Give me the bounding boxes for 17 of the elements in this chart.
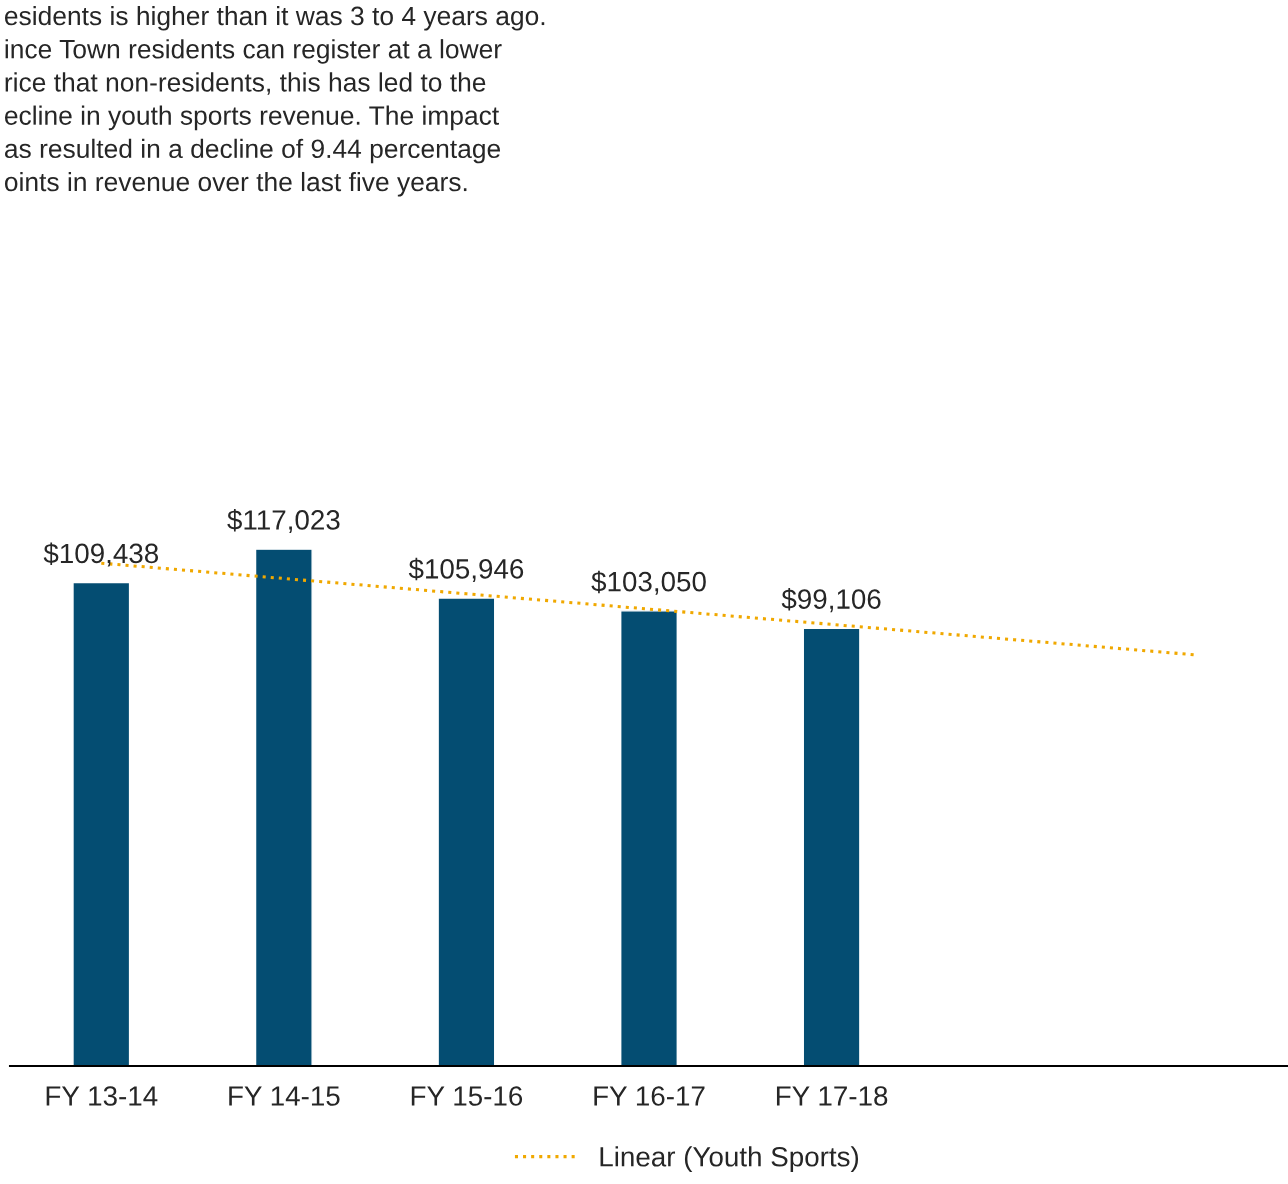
x-tick-label: FY 14-15	[229, 1086, 340, 1106]
x-tick-label: FY 17-18	[776, 1086, 888, 1106]
legend-label: Linear (Youth Sports)	[600, 1146, 859, 1173]
data-label: $109,438	[43, 542, 159, 567]
bar	[620, 610, 678, 1066]
data-label: $99,106	[781, 588, 881, 613]
bar	[437, 597, 496, 1066]
text: esidents is higher than it was 3 to 4 years ago. ince Town residents can register at a lower rice that non-residents, this has led to the ecline in youth sports revenue. The impact as resulted in a decline of 9.44 percentage oints in revenue over the last five years.	[4, 5, 545, 197]
data-label: $117,023	[227, 508, 340, 534]
bar	[72, 581, 131, 1066]
x-tick-label: FY 16-17	[594, 1086, 705, 1106]
x-tick-label: FY 13-14	[46, 1086, 158, 1106]
bar	[802, 627, 861, 1066]
data-label: $105,946	[408, 557, 524, 582]
bar	[254, 548, 313, 1066]
data-label: $103,050	[591, 570, 706, 595]
x-tick-label: FY 15-16	[411, 1086, 523, 1106]
